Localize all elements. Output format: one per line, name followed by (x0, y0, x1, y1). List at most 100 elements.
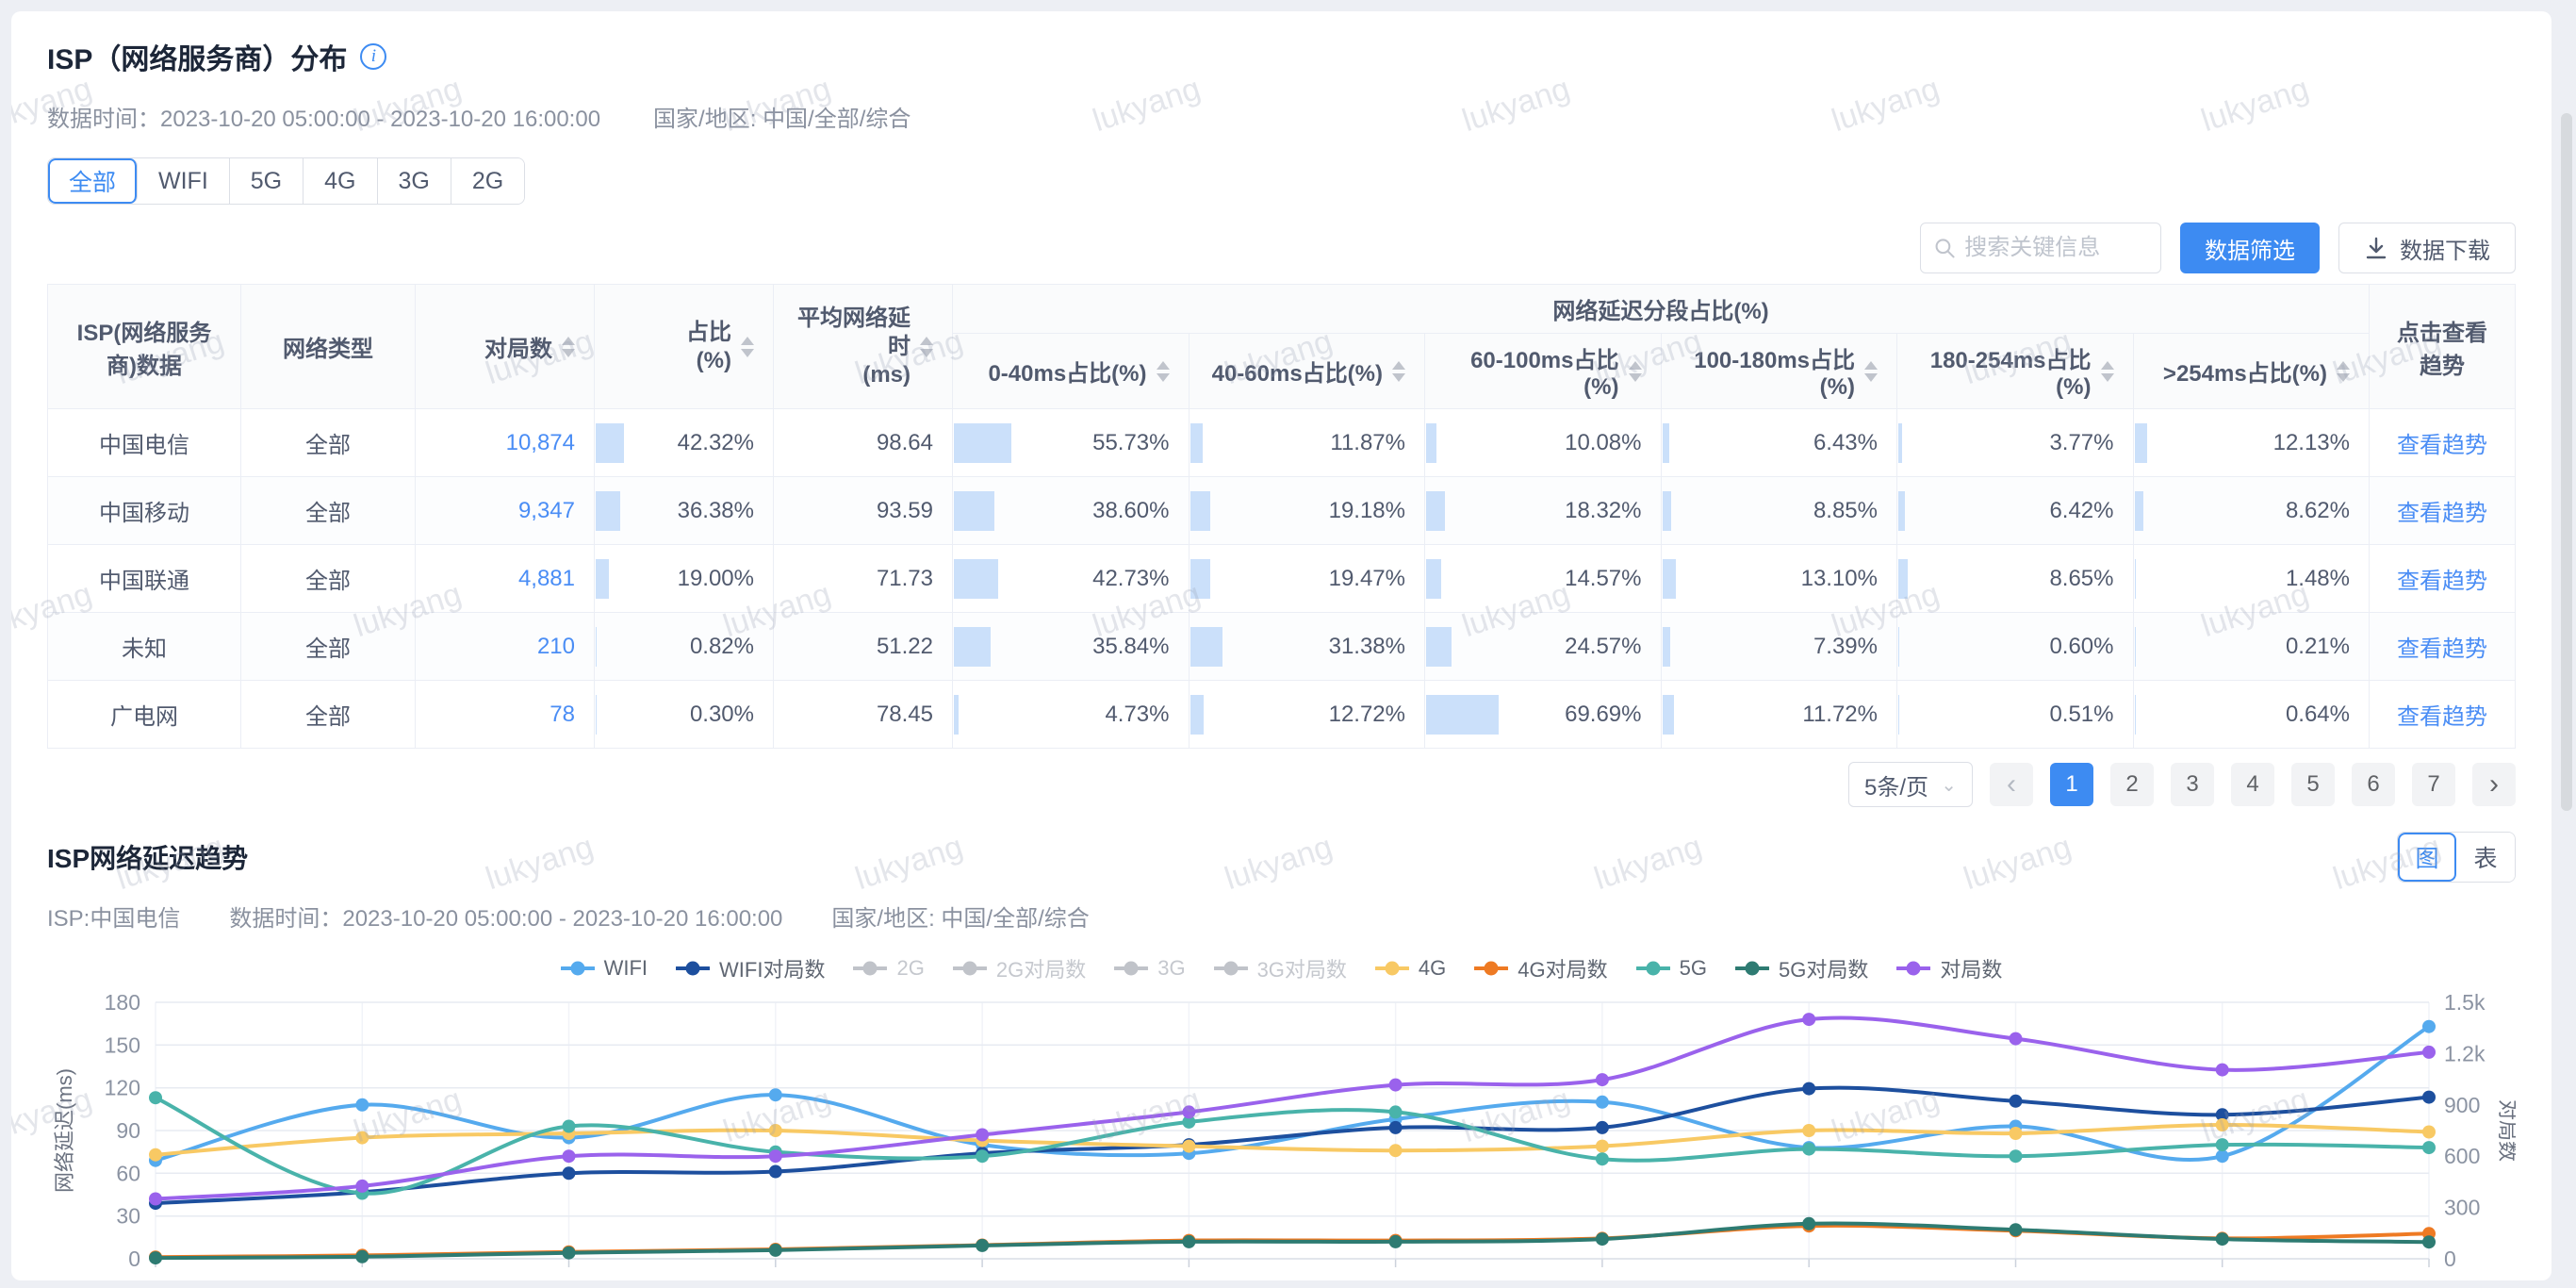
col-header-share[interactable]: 占比 (%) (594, 284, 774, 409)
col-header-seg-5[interactable]: >254ms占比(%) (2132, 333, 2370, 409)
view-trend-link[interactable]: 查看趋势 (2397, 501, 2487, 526)
cell-seg-2: 14.57% (1424, 544, 1662, 613)
search-icon (1935, 239, 1955, 258)
col-header-seg-2[interactable]: 60-100ms占比(%) (1424, 333, 1662, 409)
view-trend-link[interactable]: 查看趋势 (2397, 636, 2487, 662)
view-trend-link[interactable]: 查看趋势 (2397, 704, 2487, 730)
sort-icon[interactable] (562, 336, 575, 357)
page-button-3[interactable]: 3 (2171, 763, 2214, 806)
col-header-seg-3[interactable]: 100-180ms占比(%) (1660, 333, 1897, 409)
cell-seg-3: 13.10% (1660, 544, 1897, 613)
data-filter-button[interactable]: 数据筛选 (2180, 223, 2320, 273)
sort-icon[interactable] (1864, 360, 1878, 382)
matches-link[interactable]: 78 (550, 701, 575, 727)
matches-link[interactable]: 210 (536, 633, 575, 659)
cell-share: 42.32% (594, 408, 774, 477)
page-size-select[interactable]: 5条/页 ⌄ (1848, 762, 1973, 807)
cell-isp: 中国移动 (47, 476, 241, 545)
tab-3G[interactable]: 3G (377, 158, 451, 204)
scrollbar-thumb[interactable] (2561, 113, 2572, 811)
cell-seg-1: 19.47% (1188, 544, 1425, 613)
view-trend-link[interactable]: 查看趋势 (2397, 433, 2487, 458)
legend-item-3G[interactable]: 3G (1114, 956, 1186, 981)
tab-全部[interactable]: 全部 (48, 158, 139, 204)
legend-item-4G[interactable]: 4G (1374, 956, 1446, 981)
chart-table-toggle: 图 表 (2397, 832, 2516, 883)
tab-WIFI[interactable]: WIFI (138, 158, 230, 204)
cell-view-trend: 查看趋势 (2369, 612, 2516, 681)
cell-matches: 78 (415, 680, 595, 749)
matches-link[interactable]: 9,347 (517, 497, 575, 523)
legend-item-2G对局数[interactable]: 2G对局数 (952, 953, 1086, 983)
cell-seg-0: 42.73% (952, 544, 1190, 613)
col-header-avg-delay[interactable]: 平均网络延时 (ms) (773, 284, 953, 409)
legend-item-5G[interactable]: 5G (1635, 956, 1707, 981)
svg-text:60: 60 (116, 1161, 140, 1185)
cell-seg-1: 19.18% (1188, 476, 1425, 545)
table-row: 未知 全部 210 0.82% 51.22 35.84% 31.38% 24.57% 7.39%… (47, 612, 2516, 681)
info-icon[interactable]: i (360, 43, 387, 70)
tab-5G[interactable]: 5G (229, 158, 304, 204)
matches-link[interactable]: 10,874 (505, 429, 575, 455)
cell-seg-0: 35.84% (952, 612, 1190, 681)
col-header-matches[interactable]: 对局数 (415, 284, 595, 409)
sort-icon[interactable] (920, 336, 933, 357)
tab-4G[interactable]: 4G (304, 158, 378, 204)
page-button-5[interactable]: 5 (2291, 763, 2335, 806)
chevron-down-icon: ⌄ (1941, 774, 1957, 796)
cell-network-type: 全部 (240, 544, 416, 613)
page-button-7[interactable]: 7 (2412, 763, 2455, 806)
page-button-4[interactable]: 4 (2231, 763, 2274, 806)
sort-icon[interactable] (1392, 360, 1405, 382)
svg-text:150: 150 (105, 1032, 140, 1057)
search-box[interactable] (1920, 223, 2161, 273)
col-header-seg-1[interactable]: 40-60ms占比(%) (1188, 333, 1425, 409)
next-page-button[interactable]: › (2472, 763, 2516, 806)
network-type-tabs: 全部 WIFI 5G 4G 3G 2G (47, 157, 526, 205)
legend-item-5G对局数[interactable]: 5G对局数 (1735, 953, 1868, 983)
legend-item-WIFI[interactable]: WIFI (560, 956, 648, 981)
svg-text:300: 300 (2444, 1196, 2480, 1220)
table-row: 中国移动 全部 9,347 36.38% 93.59 38.60% 19.18% 18.32%… (47, 476, 2516, 545)
cell-isp: 中国联通 (47, 544, 241, 613)
col-header-trend: 点击查看趋势 (2369, 284, 2516, 409)
cell-matches: 210 (415, 612, 595, 681)
legend-item-对局数[interactable]: 对局数 (1896, 953, 2002, 983)
svg-text:1.2k: 1.2k (2444, 1041, 2486, 1065)
page-button-2[interactable]: 2 (2110, 763, 2154, 806)
legend-marker-icon (952, 961, 987, 976)
col-header-seg-0[interactable]: 0-40ms占比(%) (952, 333, 1190, 409)
legend-item-4G对局数[interactable]: 4G对局数 (1474, 953, 1608, 983)
sort-icon[interactable] (1156, 360, 1170, 382)
sort-icon[interactable] (2337, 360, 2350, 382)
view-trend-link[interactable]: 查看趋势 (2397, 569, 2487, 594)
legend-marker-icon (1114, 961, 1149, 976)
legend-item-2G[interactable]: 2G (853, 956, 925, 981)
page-button-1[interactable]: 1 (2050, 763, 2093, 806)
data-download-button[interactable]: 数据下载 (2338, 223, 2516, 273)
tab-2G[interactable]: 2G (451, 158, 525, 204)
svg-text:900: 900 (2444, 1093, 2480, 1117)
legend-item-WIFI对局数[interactable]: WIFI对局数 (676, 953, 825, 983)
trend-time-meta: 数据时间：2023-10-20 05:00:00 - 2023-10-20 16… (229, 906, 783, 932)
sort-icon[interactable] (741, 336, 754, 357)
cell-network-type: 全部 (240, 612, 416, 681)
toggle-chart-view[interactable]: 图 (2398, 833, 2456, 882)
toggle-table-view[interactable]: 表 (2456, 833, 2515, 882)
cell-seg-5: 12.13% (2132, 408, 2370, 477)
prev-page-button[interactable]: ‹ (1990, 763, 2033, 806)
legend-marker-icon (1635, 961, 1670, 976)
matches-link[interactable]: 4,881 (517, 565, 575, 591)
cell-isp: 未知 (47, 612, 241, 681)
svg-text:2023-10-20: 2023-10-20 (2376, 1278, 2483, 1280)
sort-icon[interactable] (2100, 360, 2114, 382)
col-header-seg-4[interactable]: 180-254ms占比(%) (1896, 333, 2134, 409)
sort-icon[interactable] (1628, 360, 1642, 382)
legend-item-3G对局数[interactable]: 3G对局数 (1213, 953, 1347, 983)
search-input[interactable] (1964, 235, 2147, 261)
legend-marker-icon (1474, 961, 1509, 976)
page-button-6[interactable]: 6 (2352, 763, 2395, 806)
svg-text:2023-10-20: 2023-10-20 (103, 1278, 209, 1280)
